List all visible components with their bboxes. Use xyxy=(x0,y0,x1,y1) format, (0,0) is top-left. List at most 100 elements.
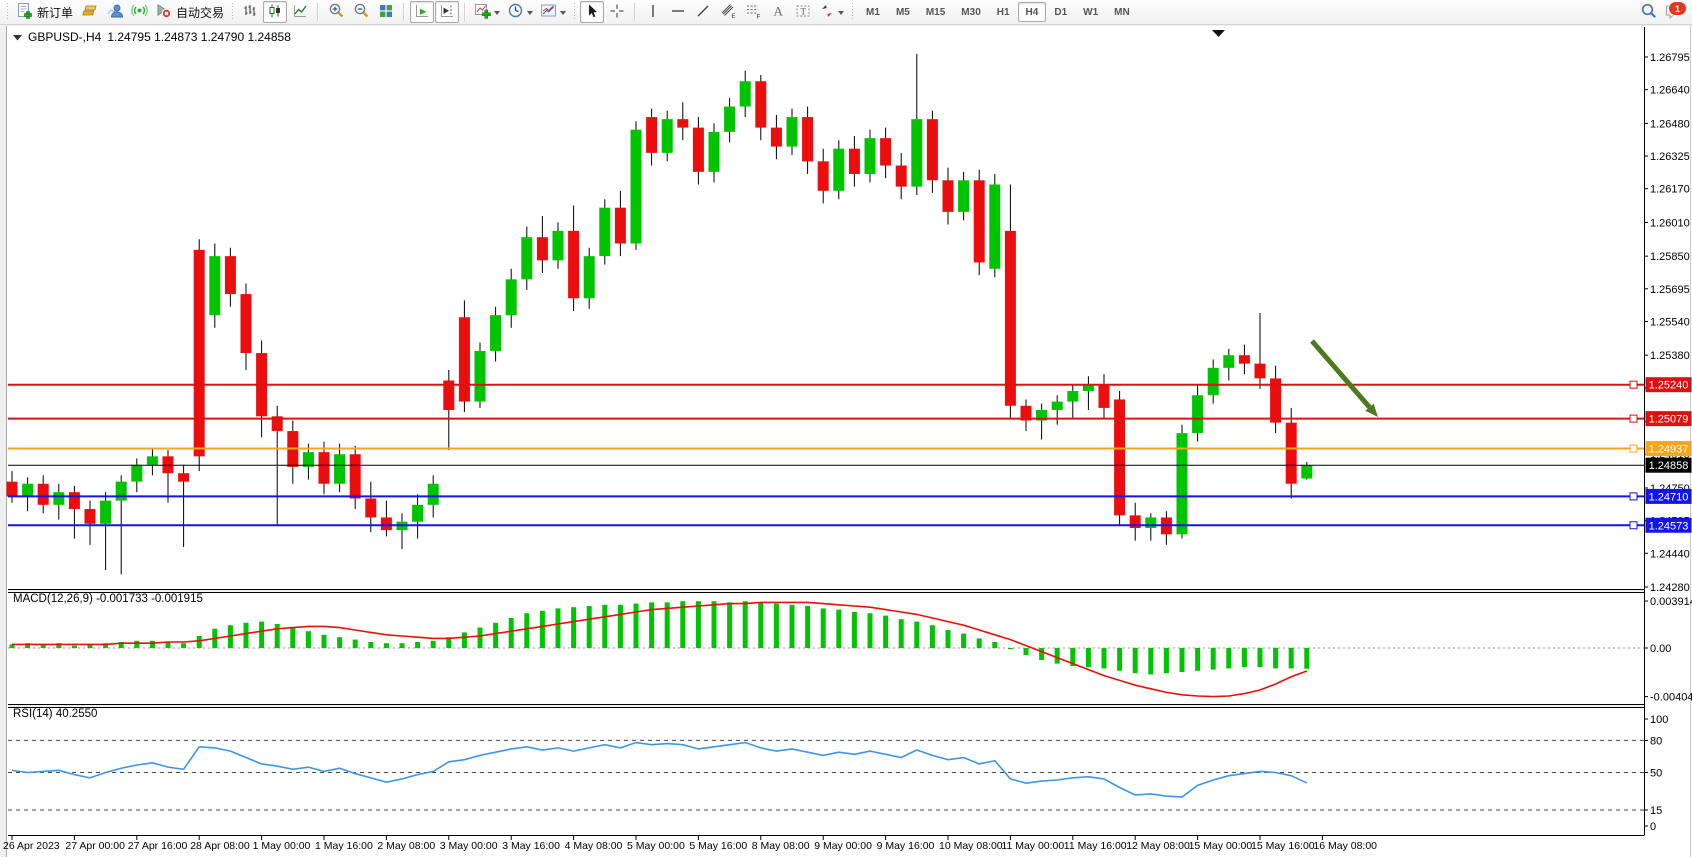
macd-histogram-bar xyxy=(368,642,374,648)
text-button[interactable]: A xyxy=(766,1,790,23)
line-chart-button[interactable] xyxy=(288,1,312,23)
signals-icon xyxy=(130,2,148,22)
vertical-line-button[interactable] xyxy=(641,1,665,23)
macd-axis-label: -0.004049 xyxy=(1650,692,1692,704)
toolbar-grip[interactable] xyxy=(851,3,855,21)
text-label-button[interactable]: T xyxy=(791,1,815,23)
macd-histogram-bar xyxy=(1070,648,1076,666)
fibonacci-button[interactable]: F xyxy=(741,1,765,23)
toolbar-grip[interactable] xyxy=(231,3,235,21)
trend-arrow[interactable] xyxy=(1310,339,1372,409)
channel-button[interactable]: E xyxy=(716,1,740,23)
candlestick xyxy=(833,148,845,191)
candlestick xyxy=(490,315,502,351)
macd-histogram-bar xyxy=(1007,648,1013,649)
price-line-badge xyxy=(1645,377,1692,393)
arrows-button[interactable] xyxy=(816,1,847,23)
price-axis-label: 1.26640 xyxy=(1650,85,1690,97)
macd-histogram-bar xyxy=(617,604,623,648)
candlestick xyxy=(1129,515,1141,529)
chart-shift-button[interactable] xyxy=(435,1,460,23)
templates-button[interactable] xyxy=(537,1,569,23)
price-chart[interactable]: 1.26795 1.26640 1.26480 1.26325 1.26170 1.260… xyxy=(0,26,1692,857)
crosshair-button[interactable] xyxy=(605,1,629,23)
chart-profiles-button[interactable] xyxy=(77,1,101,23)
candlestick xyxy=(318,452,330,484)
periods-button[interactable] xyxy=(504,1,536,23)
candlestick xyxy=(724,106,736,132)
time-axis-label: 15 May 00:00 xyxy=(1189,840,1253,852)
crosshair-icon xyxy=(609,3,625,22)
new-order-button[interactable]: 新订单 xyxy=(13,1,76,23)
candlestick xyxy=(802,117,814,162)
community-button[interactable] xyxy=(102,1,126,23)
macd-histogram-bar xyxy=(773,603,779,648)
timeframe-w1[interactable]: W1 xyxy=(1075,2,1106,22)
line-handle[interactable] xyxy=(1629,380,1638,389)
macd-histogram-bar xyxy=(399,643,405,648)
timeframe-h1[interactable]: H1 xyxy=(989,2,1018,22)
candlestick xyxy=(427,483,439,505)
tile-windows-button[interactable] xyxy=(374,1,398,23)
macd-histogram-bar xyxy=(25,643,31,648)
time-axis-label: 5 May 00:00 xyxy=(627,840,685,852)
timeframe-m5[interactable]: M5 xyxy=(888,2,918,22)
macd-histogram-bar xyxy=(1039,648,1045,660)
candlestick xyxy=(942,180,954,212)
price-line-badge xyxy=(1645,411,1692,427)
candlestick xyxy=(100,500,112,524)
zoom-out-button[interactable] xyxy=(349,1,373,23)
toolbar-separator xyxy=(634,3,637,21)
line-handle[interactable] xyxy=(1629,521,1638,530)
chat-button[interactable]: 1 xyxy=(1661,1,1687,23)
time-axis-label: 28 Apr 08:00 xyxy=(190,840,250,852)
candlestick xyxy=(224,256,236,295)
time-axis-label: 10 May 08:00 xyxy=(939,840,1003,852)
candlestick-chart-button[interactable] xyxy=(263,1,288,23)
macd-histogram-bar xyxy=(758,602,764,648)
bar-chart-icon xyxy=(242,3,258,22)
zoom-in-button[interactable] xyxy=(324,1,348,23)
macd-histogram-bar xyxy=(602,604,608,648)
timeframe-m30[interactable]: M30 xyxy=(953,2,988,22)
line-handle[interactable] xyxy=(1629,492,1638,501)
macd-histogram-bar xyxy=(555,608,561,648)
signals-button[interactable] xyxy=(127,1,151,23)
indicators-button[interactable] xyxy=(471,1,503,23)
line-handle[interactable] xyxy=(1629,414,1638,423)
timeframe-h4[interactable]: H4 xyxy=(1017,2,1047,22)
line-handle[interactable] xyxy=(1629,444,1638,453)
bar-chart-button[interactable] xyxy=(238,1,262,23)
cursor-button[interactable] xyxy=(580,1,605,23)
macd-histogram-bar xyxy=(103,643,109,648)
toolbar-grip[interactable] xyxy=(6,3,9,21)
macd-histogram-bar xyxy=(149,640,155,648)
macd-histogram-bar xyxy=(929,625,935,648)
auto-trading-button[interactable]: 自动交易 xyxy=(152,1,227,23)
macd-histogram-bar xyxy=(181,643,187,648)
time-axis-label: 15 May 16:00 xyxy=(1251,840,1315,852)
auto-scroll-button[interactable] xyxy=(410,1,435,23)
timeframe-m1[interactable]: M1 xyxy=(858,2,888,22)
toolbar-grip[interactable] xyxy=(573,3,577,21)
time-axis-label: 11 May 00:00 xyxy=(1001,840,1064,852)
horizontal-line-button[interactable] xyxy=(666,1,690,23)
timeframe-d1[interactable]: D1 xyxy=(1046,2,1075,22)
toolbar-separator xyxy=(403,3,406,21)
zoom-out-icon xyxy=(353,2,370,22)
timeframe-mn[interactable]: MN xyxy=(1106,2,1138,22)
trendline-button[interactable] xyxy=(691,1,715,23)
price-badge-label: 1.24710 xyxy=(1649,491,1689,503)
price-line-badge xyxy=(1645,441,1692,457)
svg-text:A: A xyxy=(774,3,784,18)
indicators-icon xyxy=(474,2,491,22)
macd-histogram-bar xyxy=(898,619,904,648)
trend-arrow-head[interactable] xyxy=(1365,403,1378,417)
macd-axis-label: 0.00 xyxy=(1650,643,1671,655)
macd-histogram-bar xyxy=(352,639,358,648)
price-axis-label: 1.25850 xyxy=(1650,251,1690,263)
candlestick xyxy=(1004,230,1016,406)
horizontal-line-icon xyxy=(670,3,686,22)
timeframe-m15[interactable]: M15 xyxy=(918,2,953,22)
search-button[interactable] xyxy=(1637,1,1661,23)
